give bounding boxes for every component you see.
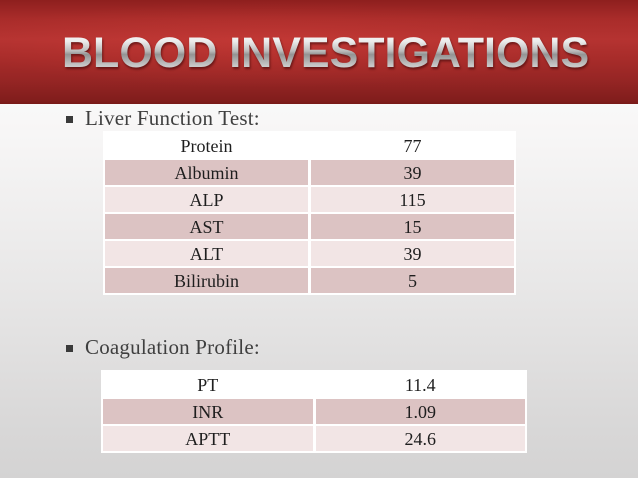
table-row: ALP 115 [105,187,514,212]
liver-function-table: Protein 77 Albumin 39 ALP 115 AST 15 ALT… [103,131,516,295]
table-row: AST 15 [105,214,514,239]
coagulation-table: PT 11.4 INR 1.09 APTT 24.6 [101,370,527,453]
table-row: PT 11.4 [103,372,525,397]
row-value-cell: 115 [311,187,514,212]
row-value-cell: 1.09 [315,399,525,424]
row-value-cell: 11.4 [315,372,525,397]
table-row: Protein 77 [105,133,514,158]
bullet-square-icon [66,116,73,123]
row-label-cell: AST [105,214,308,239]
row-label-cell: Albumin [105,160,308,185]
row-value-cell: 39 [311,241,514,266]
section-heading-label: Coagulation Profile: [85,335,260,359]
slide-title: BLOOD INVESTIGATIONS [0,27,589,78]
table-row: ALT 39 [105,241,514,266]
table-row: Bilirubin 5 [105,268,514,293]
row-label-cell: ALP [105,187,308,212]
row-label-cell: Bilirubin [105,268,308,293]
row-label-cell: INR [103,399,313,424]
section-heading-liver-function: Liver Function Test: [66,106,260,131]
section-heading-label: Liver Function Test: [85,106,260,130]
row-value-cell: 24.6 [315,426,525,451]
title-banner: BLOOD INVESTIGATIONS [0,0,638,104]
table-row: Albumin 39 [105,160,514,185]
row-value-cell: 5 [311,268,514,293]
table-row: APTT 24.6 [103,426,525,451]
section-heading-coagulation: Coagulation Profile: [66,335,260,360]
row-value-cell: 15 [311,214,514,239]
row-label-cell: Protein [105,133,308,158]
row-value-cell: 39 [311,160,514,185]
row-value-cell: 77 [311,133,514,158]
row-label-cell: PT [103,372,313,397]
bullet-square-icon [66,345,73,352]
row-label-cell: APTT [103,426,313,451]
table-row: INR 1.09 [103,399,525,424]
row-label-cell: ALT [105,241,308,266]
